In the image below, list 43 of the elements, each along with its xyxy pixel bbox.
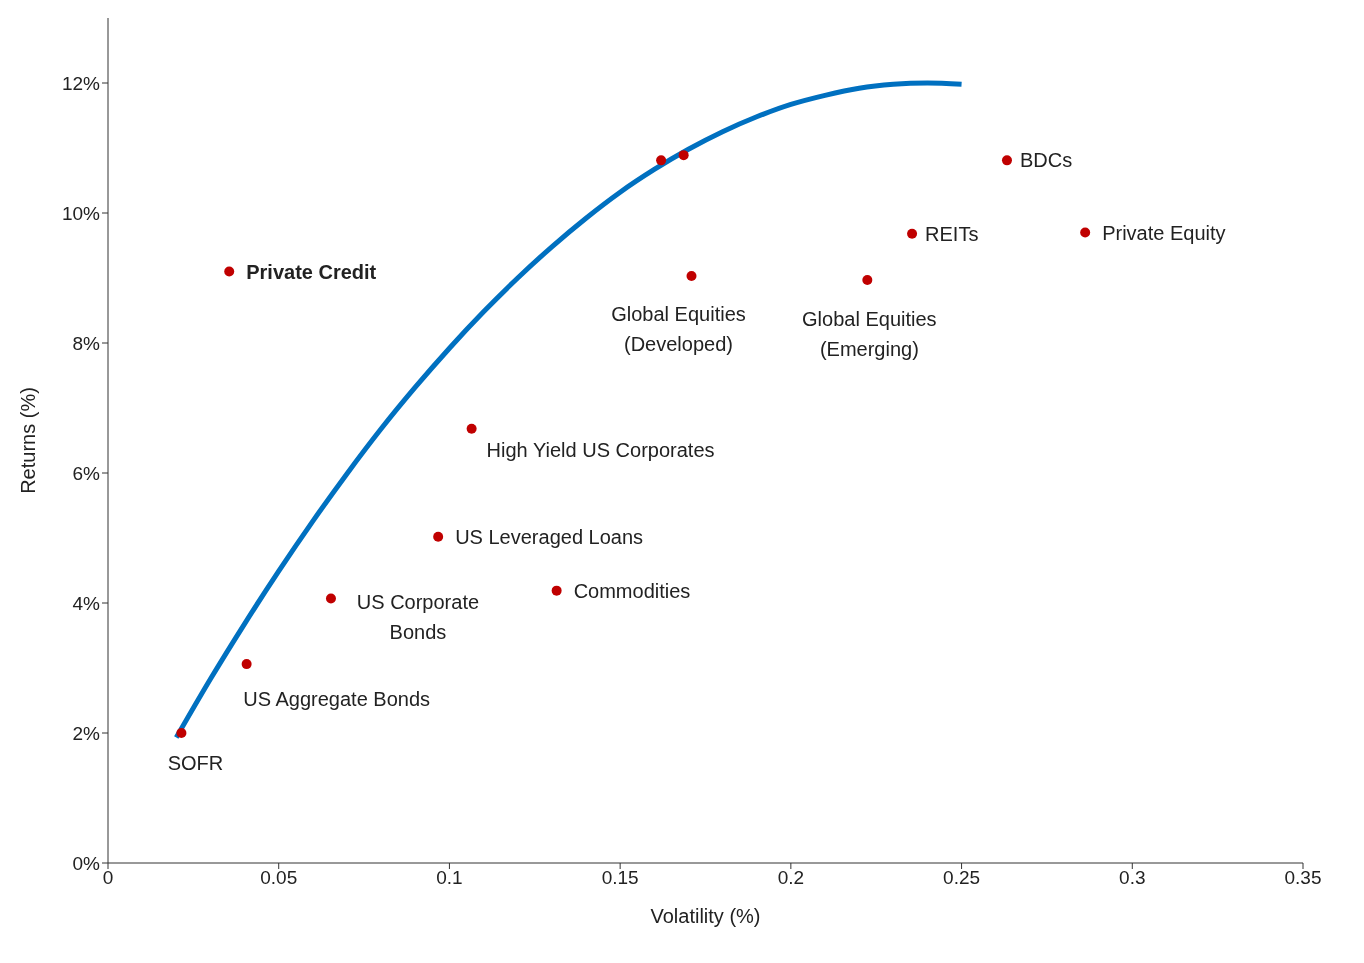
annotation: REITs [925,222,979,245]
x-tick-label: 0.05 [260,867,298,889]
annotation: Private Equity [1102,221,1226,244]
point [907,228,918,239]
y-tick-label: 6% [72,462,101,484]
point [551,585,562,596]
y-tick-label: 4% [72,592,101,614]
x-tick-label: 0.1 [436,867,463,889]
point [686,271,697,282]
y-tick-label: 8% [72,332,101,354]
point [224,266,235,277]
annotation: BDCs [1019,149,1073,172]
x-tick-label: 0.15 [601,867,639,889]
y-tick-label: 10% [61,202,101,224]
x-tick-label: 0.3 [1119,867,1146,889]
y-tick-label: 12% [61,72,101,94]
point [176,728,187,738]
point [678,150,689,161]
y-axis-title: Returns (%) [17,387,40,494]
point [656,155,667,166]
x-tick-label: 0.25 [943,867,981,889]
annotation: Private Credit [246,260,377,283]
annotation: US Aggregate Bonds [243,688,431,711]
x-tick-label: 0.2 [777,867,805,889]
annotation: US Corporate Bonds [356,591,480,644]
x-axis-title: Volatility (%) [650,905,761,927]
point [433,531,444,542]
point [862,274,873,285]
x-tick-label: 0 [102,867,114,889]
annotation: SOFR [167,752,224,774]
y-tick-label: 0% [72,852,101,874]
point [466,423,477,434]
y-tick-label: 2% [72,722,101,744]
point [325,593,336,604]
annotation: High Yield US Corporates [486,438,715,461]
annotation: Global Equities (Emerging) [802,307,937,360]
point [1001,155,1012,166]
x-tick-label: 0.35 [1284,867,1322,889]
point [241,659,252,670]
point [1080,227,1091,238]
annotation: Global Equities (Developed) [611,303,746,356]
annotation: US Leveraged Loans [455,525,644,548]
annotation: Commodities [573,579,691,602]
